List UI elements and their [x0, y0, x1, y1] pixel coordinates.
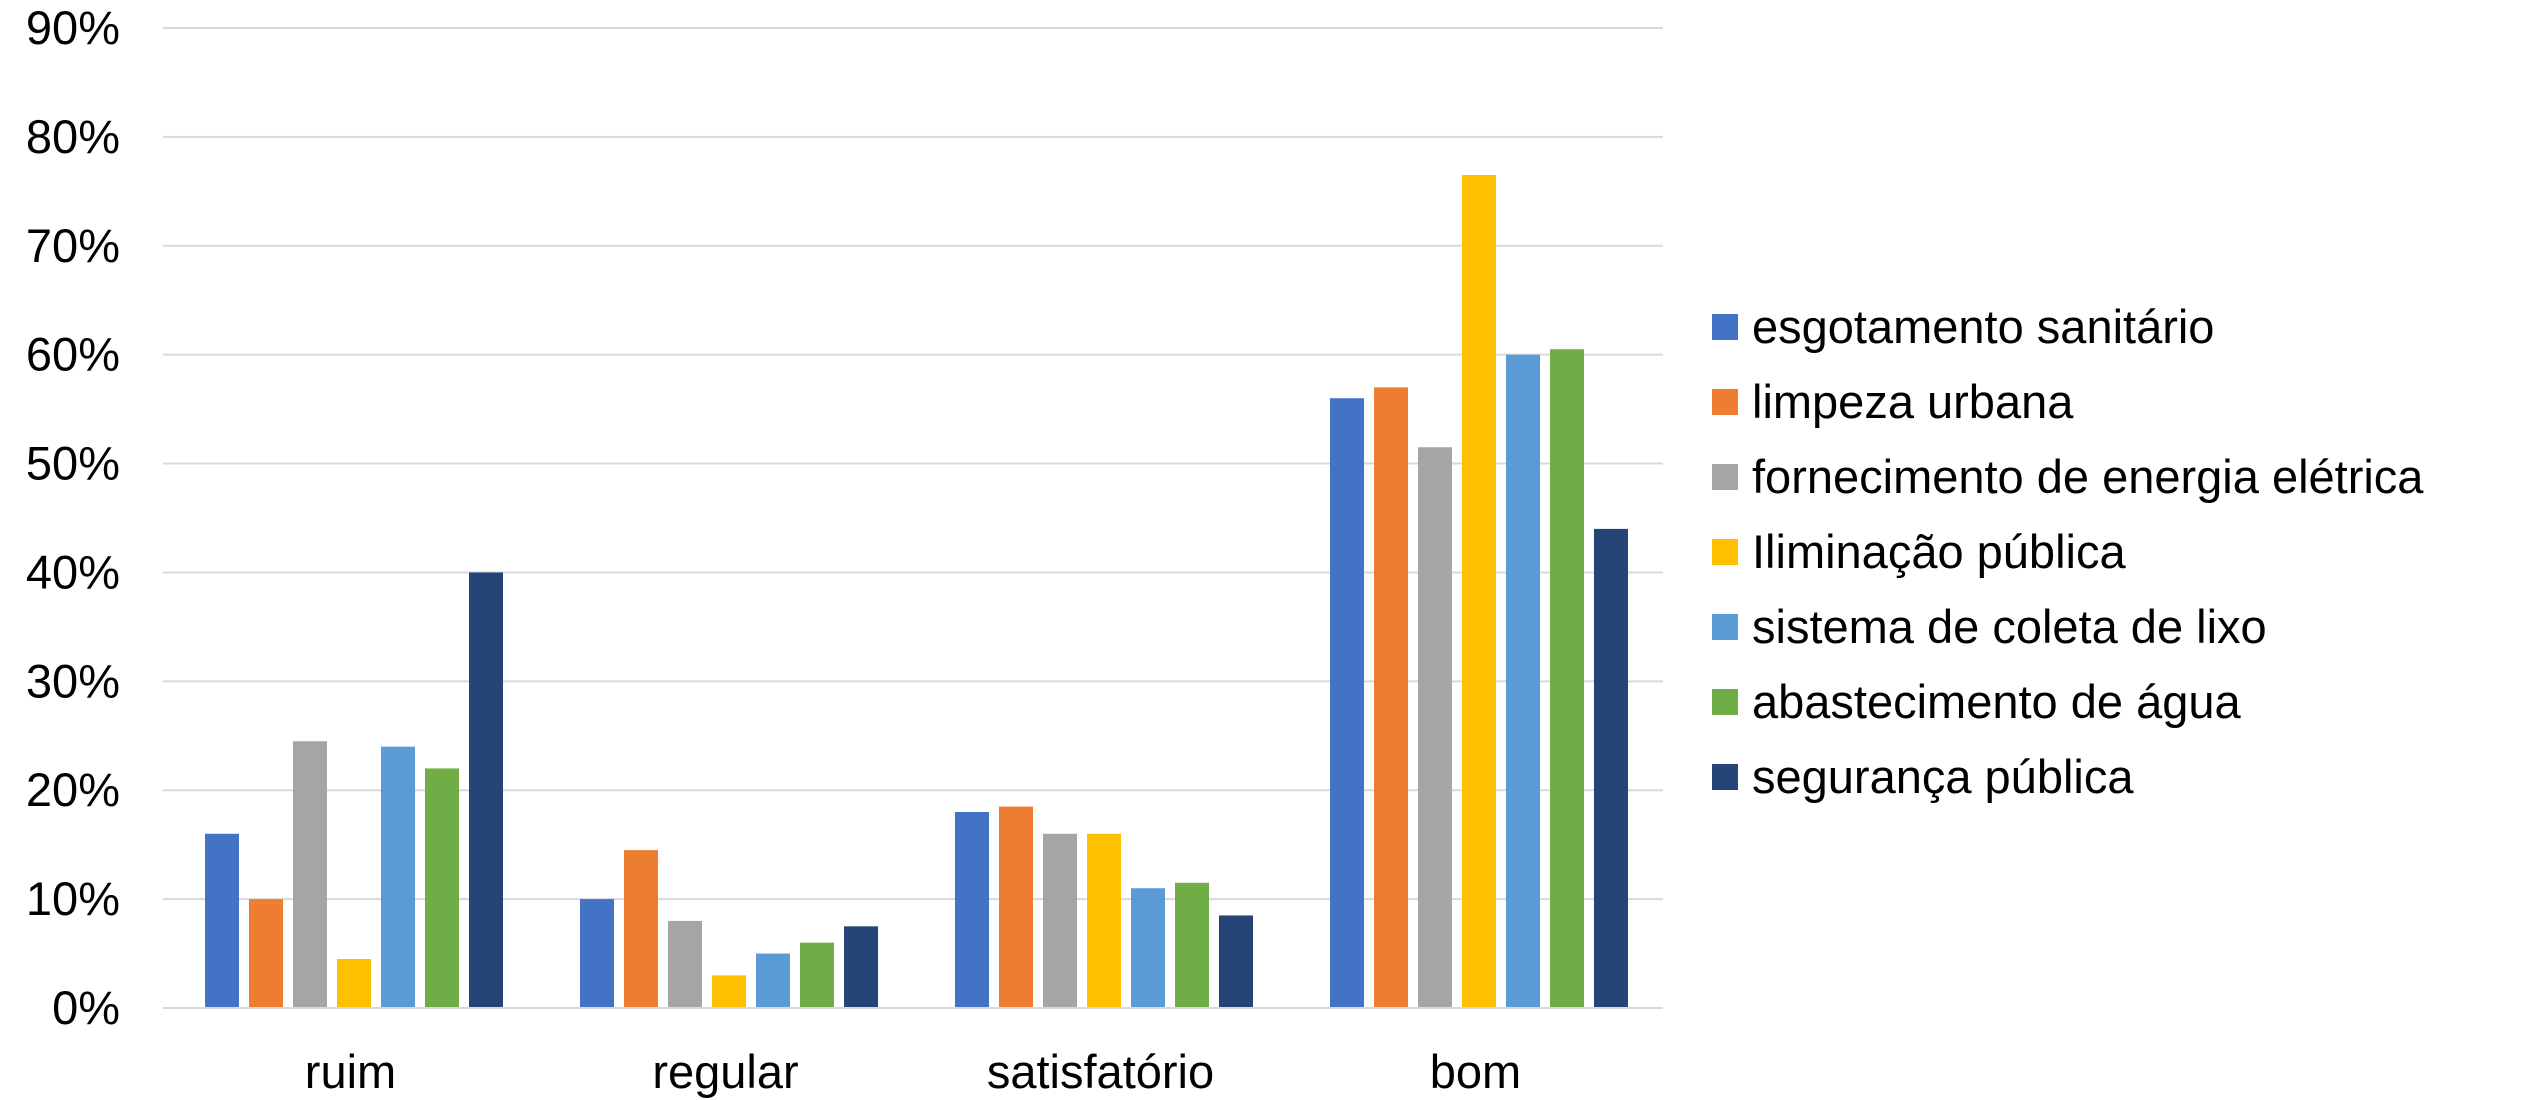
x-axis-category-labels: ruim regular satisfatório bom	[305, 1045, 1521, 1098]
legend-label: limpeza urbana	[1752, 375, 2074, 428]
bar-2-regular	[624, 850, 658, 1008]
y-tick-label: 0%	[52, 981, 120, 1034]
bar-4-ruim	[337, 959, 371, 1008]
bar-7-bom	[1594, 528, 1628, 1008]
legend-label: segurança pública	[1752, 750, 2134, 803]
bar-6-satisfatório	[1175, 882, 1209, 1008]
y-tick-label: 20%	[26, 763, 120, 816]
y-tick-label: 70%	[26, 219, 120, 272]
legend-label: Iliminação pública	[1752, 525, 2126, 578]
bar-4-regular	[712, 975, 746, 1008]
bar-1-bom	[1330, 398, 1364, 1008]
legend-label: sistema de coleta de lixo	[1752, 600, 2267, 653]
legend-swatch	[1712, 614, 1738, 640]
y-tick-label: 10%	[26, 872, 120, 925]
y-tick-label: 60%	[26, 328, 120, 381]
bar-3-ruim	[293, 741, 327, 1008]
bar-6-ruim	[425, 768, 459, 1008]
legend-label: abastecimento de água	[1752, 675, 2241, 728]
bar-4-bom	[1462, 175, 1496, 1008]
bar-6-regular	[800, 942, 834, 1008]
y-tick-label: 80%	[26, 110, 120, 163]
legend-swatch	[1712, 539, 1738, 565]
bar-7-regular	[844, 926, 878, 1008]
bar-5-satisfatório	[1131, 888, 1165, 1008]
category-label: satisfatório	[987, 1045, 1214, 1098]
y-tick-label: 30%	[26, 654, 120, 707]
bar-7-satisfatório	[1219, 915, 1253, 1008]
bar-3-satisfatório	[1043, 833, 1077, 1008]
legend: esgotamento sanitário limpeza urbana forne…	[1712, 300, 2424, 803]
bar-7-ruim	[469, 572, 503, 1008]
bar-5-regular	[756, 953, 790, 1008]
bar-2-bom	[1374, 387, 1408, 1008]
category-label: bom	[1430, 1045, 1521, 1098]
bar-5-ruim	[381, 746, 415, 1008]
category-label: regular	[652, 1045, 798, 1098]
bar-6-bom	[1550, 349, 1584, 1008]
bar-3-bom	[1418, 447, 1452, 1008]
bars	[205, 175, 1628, 1009]
legend-label: fornecimento de energia elétrica	[1752, 450, 2424, 503]
bar-1-satisfatório	[955, 812, 989, 1008]
bar-2-satisfatório	[999, 806, 1033, 1008]
legend-swatch	[1712, 314, 1738, 340]
bar-1-regular	[580, 899, 614, 1008]
bar-1-ruim	[205, 833, 239, 1008]
y-tick-label: 90%	[26, 1, 120, 54]
y-axis-tick-labels: 0% 10% 20% 30% 40% 50% 60% 70% 80% 90%	[26, 1, 120, 1034]
bar-2-ruim	[249, 899, 283, 1008]
legend-label: esgotamento sanitário	[1752, 300, 2214, 353]
legend-swatch	[1712, 389, 1738, 415]
bar-5-bom	[1506, 354, 1540, 1009]
y-tick-label: 40%	[26, 545, 120, 598]
bar-4-satisfatório	[1087, 833, 1121, 1008]
legend-swatch	[1712, 464, 1738, 490]
y-tick-label: 50%	[26, 437, 120, 490]
bar-3-regular	[668, 920, 702, 1008]
legend-swatch	[1712, 689, 1738, 715]
legend-swatch	[1712, 764, 1738, 790]
category-label: ruim	[305, 1045, 396, 1098]
